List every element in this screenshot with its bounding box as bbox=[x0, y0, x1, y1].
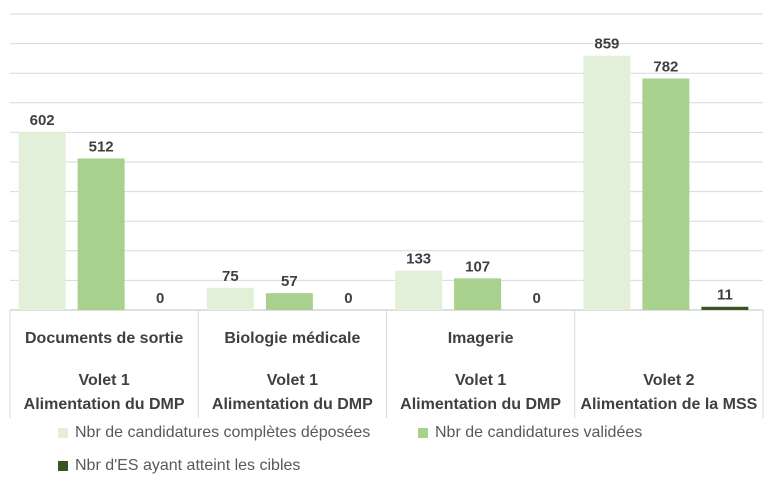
legend-label-deposees: Nbr de candidatures complètes déposées bbox=[75, 424, 371, 441]
category-label: Alimentation du DMP bbox=[212, 396, 373, 413]
data-label: 75 bbox=[222, 268, 239, 285]
legend-swatch-validees bbox=[418, 428, 428, 438]
data-label: 0 bbox=[344, 290, 352, 307]
category-label: Documents de sortie bbox=[25, 330, 183, 347]
category-label: Volet 1 bbox=[78, 372, 129, 389]
bar bbox=[454, 278, 502, 310]
bar bbox=[642, 78, 690, 310]
data-label: 11 bbox=[717, 287, 733, 304]
legend-item-cibles: Nbr d'ES ayant atteint les cibles bbox=[58, 457, 300, 475]
bar bbox=[206, 287, 254, 310]
category-label: Alimentation du DMP bbox=[400, 396, 561, 413]
data-label: 133 bbox=[406, 251, 431, 268]
data-label: 107 bbox=[465, 258, 490, 275]
legend-label-validees: Nbr de candidatures validées bbox=[435, 424, 643, 441]
bar bbox=[701, 306, 749, 310]
category-label: Biologie médicale bbox=[224, 330, 360, 347]
bar bbox=[18, 131, 66, 310]
bar bbox=[583, 55, 631, 311]
category-label: Volet 1 bbox=[455, 372, 506, 389]
data-label: 602 bbox=[30, 112, 55, 129]
legend-item-validees: Nbr de candidatures validées bbox=[418, 424, 642, 442]
category-label: Imagerie bbox=[448, 330, 514, 347]
bar bbox=[77, 158, 125, 310]
bar bbox=[265, 293, 313, 310]
data-label: 512 bbox=[89, 138, 114, 155]
legend-swatch-cibles bbox=[58, 461, 68, 471]
data-label: 782 bbox=[653, 59, 678, 76]
data-label: 859 bbox=[594, 36, 619, 53]
legend-item-deposees: Nbr de candidatures complètes déposées bbox=[58, 424, 370, 442]
legend-swatch-deposees bbox=[58, 428, 68, 438]
category-label: Alimentation de la MSS bbox=[580, 396, 757, 413]
bar bbox=[395, 270, 443, 310]
category-label: Volet 1 bbox=[267, 372, 318, 389]
data-label: 0 bbox=[156, 290, 164, 307]
category-label: Volet 2 bbox=[643, 372, 694, 389]
legend-label-cibles: Nbr d'ES ayant atteint les cibles bbox=[75, 457, 301, 474]
data-label: 0 bbox=[532, 290, 540, 307]
bar-chart: 602 512 0 Documents de sortie Volet 1 Aliment… bbox=[9, 13, 764, 418]
category-label: Alimentation du DMP bbox=[24, 396, 185, 413]
data-label: 57 bbox=[281, 273, 298, 290]
